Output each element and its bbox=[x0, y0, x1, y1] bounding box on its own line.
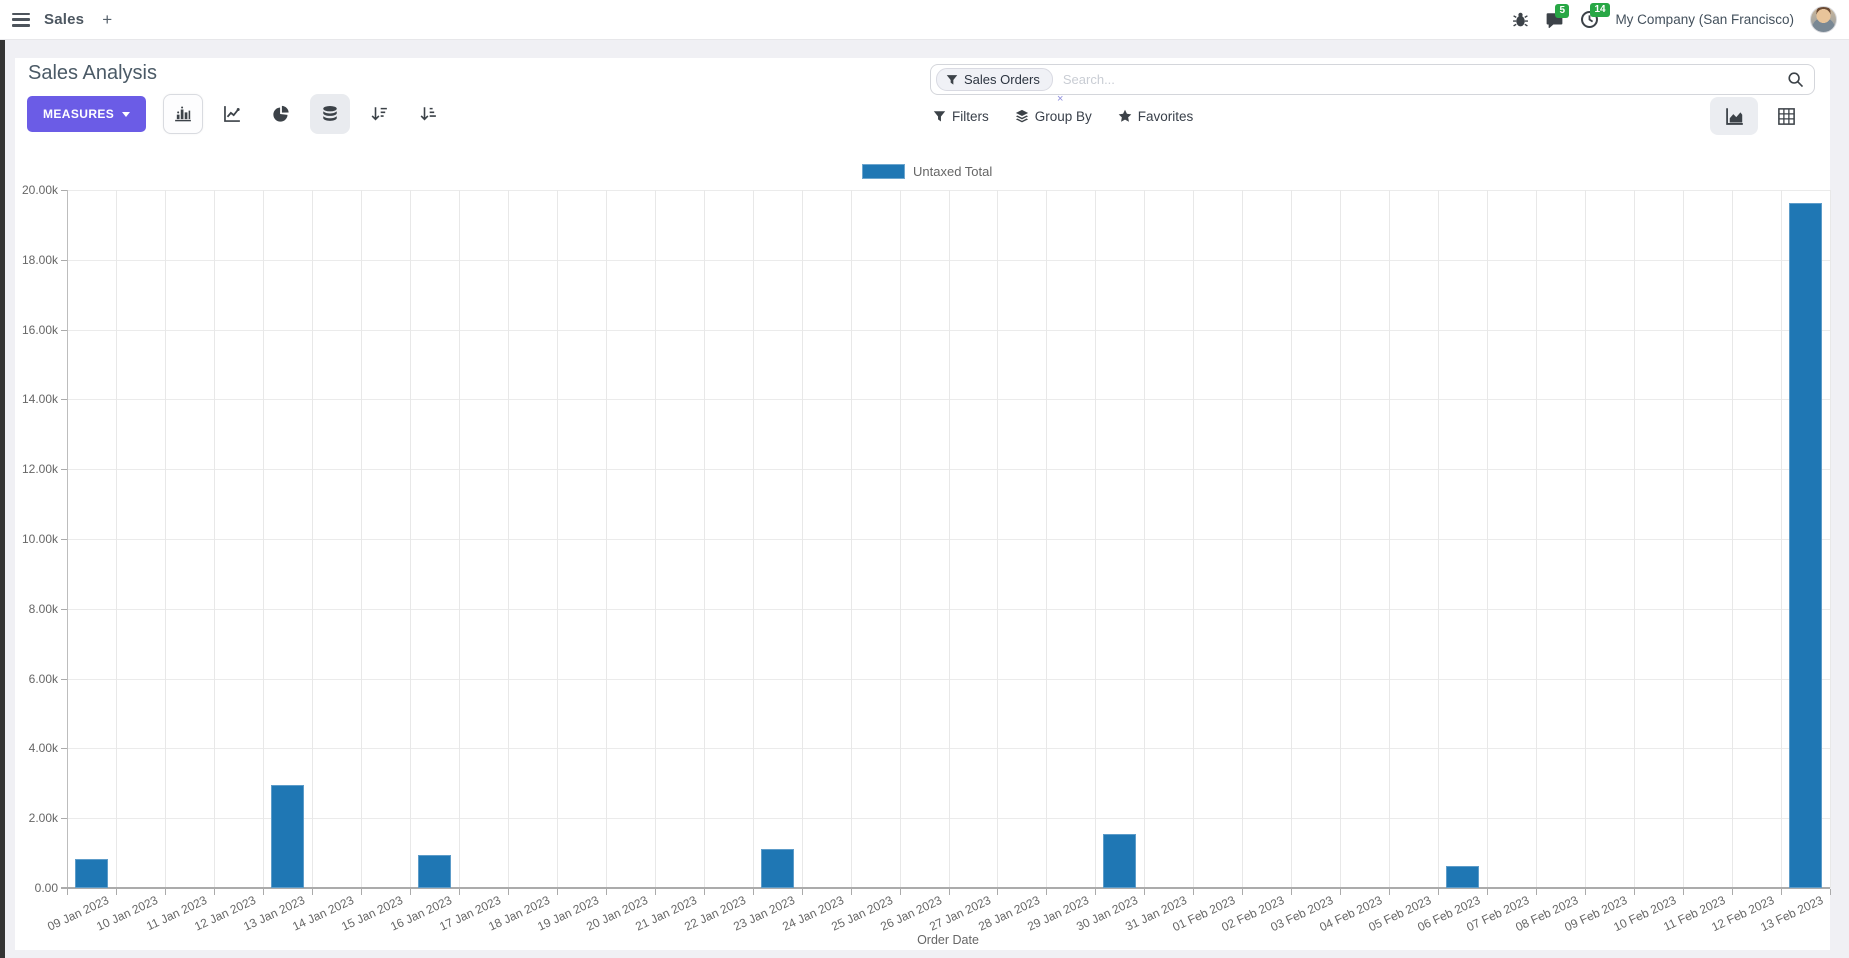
star-icon bbox=[1118, 109, 1132, 122]
filter-funnel-icon bbox=[946, 74, 958, 85]
pivot-table-icon bbox=[1777, 107, 1795, 125]
filter-funnel-icon bbox=[933, 110, 946, 122]
page-title: Sales Analysis bbox=[28, 62, 157, 84]
bar-30-jan-2023[interactable] bbox=[1103, 834, 1137, 888]
filters-button[interactable]: Filters bbox=[933, 109, 989, 124]
bar-chart-view-button[interactable] bbox=[163, 94, 204, 134]
x-gridline bbox=[1830, 190, 1831, 888]
search-facet-sales-orders[interactable]: Sales Orders bbox=[936, 68, 1053, 91]
sort-ascending-button[interactable] bbox=[408, 94, 448, 134]
bar-13-feb-2023[interactable] bbox=[1789, 203, 1822, 888]
bar-09-jan-2023[interactable] bbox=[74, 859, 108, 888]
filters-label: Filters bbox=[952, 108, 989, 124]
bar-06-feb-2023[interactable] bbox=[1446, 866, 1480, 888]
user-avatar[interactable] bbox=[1810, 6, 1837, 33]
favorites-label: Favorites bbox=[1137, 108, 1194, 124]
bar-16-jan-2023[interactable] bbox=[417, 855, 451, 888]
messages-count-badge: 5 bbox=[1555, 3, 1569, 18]
legend-swatch bbox=[862, 164, 905, 179]
search-icon[interactable] bbox=[1787, 71, 1804, 88]
add-tab-button[interactable]: + bbox=[102, 9, 113, 29]
clock-icon bbox=[1581, 11, 1599, 28]
graph-view-button[interactable] bbox=[1710, 97, 1758, 135]
top-navbar: Sales + 5 14 My Company (San Francisco) bbox=[0, 0, 1849, 40]
chevron-down-icon bbox=[122, 111, 131, 117]
legend-label: Untaxed Total bbox=[913, 164, 993, 179]
bar-13-jan-2023[interactable] bbox=[270, 785, 304, 888]
area-chart-icon bbox=[1725, 107, 1743, 125]
measures-button[interactable]: MEASURES bbox=[27, 96, 147, 132]
chart-legend[interactable]: Untaxed Total bbox=[862, 164, 992, 179]
stacked-toggle-button[interactable] bbox=[310, 94, 351, 134]
window-left-edge bbox=[0, 40, 5, 958]
app-menu-sales[interactable]: Sales bbox=[44, 11, 85, 28]
messages-systray[interactable]: 5 bbox=[1545, 3, 1569, 29]
search-input[interactable]: Search... bbox=[1062, 72, 1115, 87]
facet-label: Sales Orders bbox=[964, 72, 1040, 87]
activities-count-badge: 14 bbox=[1590, 3, 1610, 17]
debug-bug-icon[interactable] bbox=[1512, 11, 1529, 28]
group-by-label: Group By bbox=[1034, 108, 1092, 124]
content-panel: Sales Analysis MEASURES Sales Orders bbox=[15, 58, 1830, 950]
line-chart-view-button[interactable] bbox=[212, 94, 252, 134]
sort-descending-button[interactable] bbox=[359, 94, 399, 134]
x-tick bbox=[1830, 889, 1831, 895]
measures-label: MEASURES bbox=[43, 107, 115, 121]
company-switcher[interactable]: My Company (San Francisco) bbox=[1615, 12, 1794, 27]
facet-remove-icon[interactable]: × bbox=[1057, 93, 1064, 105]
group-by-button[interactable]: Group By bbox=[1015, 109, 1092, 124]
bar-23-jan-2023[interactable] bbox=[760, 849, 794, 888]
pie-chart-view-button[interactable] bbox=[261, 94, 301, 134]
favorites-button[interactable]: Favorites bbox=[1118, 108, 1194, 124]
activities-systray[interactable]: 14 bbox=[1580, 3, 1610, 29]
layers-icon bbox=[1015, 109, 1028, 123]
apps-menu-icon[interactable] bbox=[12, 12, 30, 27]
search-bar[interactable]: Sales Orders Search... × bbox=[930, 64, 1815, 105]
pivot-view-button[interactable] bbox=[1762, 97, 1810, 135]
